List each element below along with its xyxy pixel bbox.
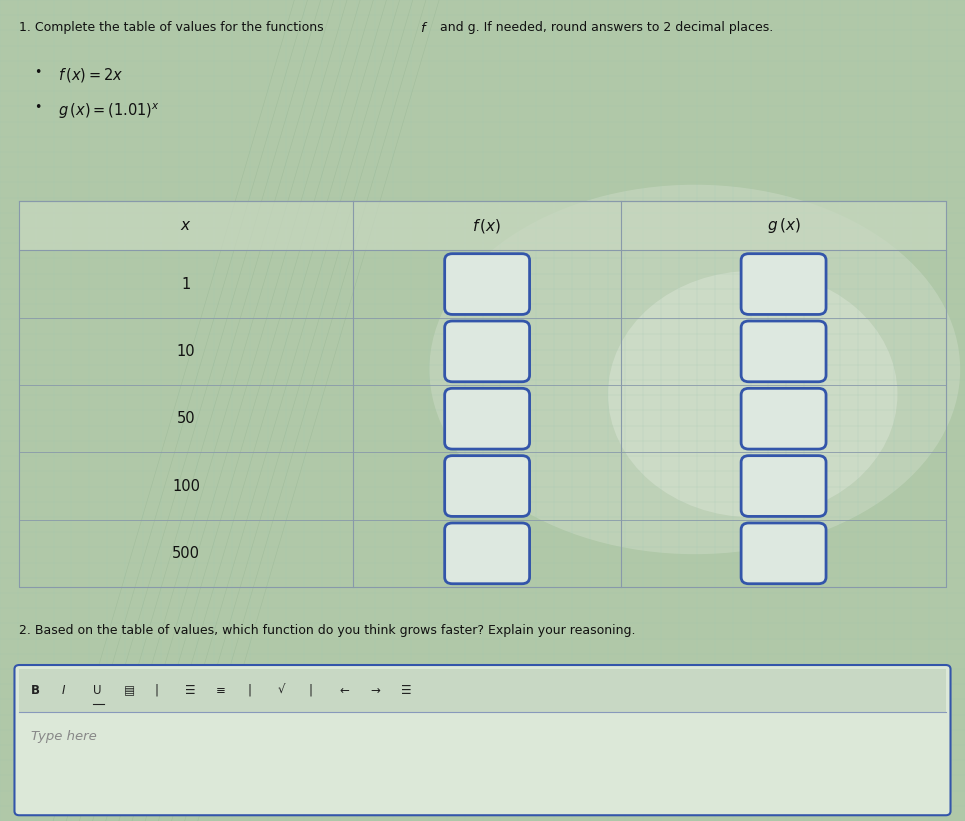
- FancyBboxPatch shape: [741, 254, 826, 314]
- Text: 1. Complete the table of values for the functions: 1. Complete the table of values for the …: [19, 21, 328, 34]
- Text: ≡: ≡: [216, 684, 226, 697]
- FancyBboxPatch shape: [14, 665, 951, 815]
- Text: →: →: [371, 684, 380, 697]
- Text: •: •: [34, 101, 41, 114]
- Text: •: •: [34, 66, 41, 79]
- Text: Type here: Type here: [31, 730, 96, 743]
- FancyBboxPatch shape: [445, 456, 530, 516]
- Text: $f$: $f$: [420, 21, 428, 34]
- Text: ☰: ☰: [401, 684, 412, 697]
- Bar: [19, 201, 946, 587]
- Text: $x$: $x$: [180, 218, 192, 233]
- Bar: [19, 201, 946, 250]
- Text: B: B: [31, 684, 40, 697]
- Ellipse shape: [429, 185, 960, 554]
- FancyBboxPatch shape: [445, 523, 530, 584]
- FancyBboxPatch shape: [445, 254, 530, 314]
- Text: ←: ←: [340, 684, 349, 697]
- Text: $f\,(x)$: $f\,(x)$: [473, 217, 502, 235]
- Text: ☰: ☰: [185, 684, 196, 697]
- Text: $f\,(x) = 2x$: $f\,(x) = 2x$: [58, 66, 124, 84]
- Text: 100: 100: [172, 479, 200, 493]
- Text: 500: 500: [172, 546, 200, 561]
- FancyBboxPatch shape: [445, 388, 530, 449]
- Text: 50: 50: [177, 411, 195, 426]
- Text: $g\,(x) = (1.01)^x$: $g\,(x) = (1.01)^x$: [58, 101, 160, 121]
- Ellipse shape: [608, 271, 897, 517]
- Text: and g. If needed, round answers to 2 decimal places.: and g. If needed, round answers to 2 dec…: [436, 21, 773, 34]
- Text: |: |: [154, 684, 158, 697]
- Bar: [19, 669, 946, 712]
- Text: I: I: [62, 684, 66, 697]
- Text: $g\,(x)$: $g\,(x)$: [767, 216, 800, 236]
- Text: 1: 1: [181, 277, 191, 291]
- FancyBboxPatch shape: [741, 388, 826, 449]
- FancyBboxPatch shape: [741, 456, 826, 516]
- FancyBboxPatch shape: [741, 321, 826, 382]
- Text: 2. Based on the table of values, which function do you think grows faster? Expla: 2. Based on the table of values, which f…: [19, 624, 636, 637]
- Text: √: √: [278, 684, 286, 697]
- Text: U: U: [93, 684, 101, 697]
- FancyBboxPatch shape: [741, 523, 826, 584]
- FancyBboxPatch shape: [445, 321, 530, 382]
- Text: 10: 10: [177, 344, 195, 359]
- Text: |: |: [309, 684, 313, 697]
- Text: ▤: ▤: [124, 684, 135, 697]
- Text: |: |: [247, 684, 251, 697]
